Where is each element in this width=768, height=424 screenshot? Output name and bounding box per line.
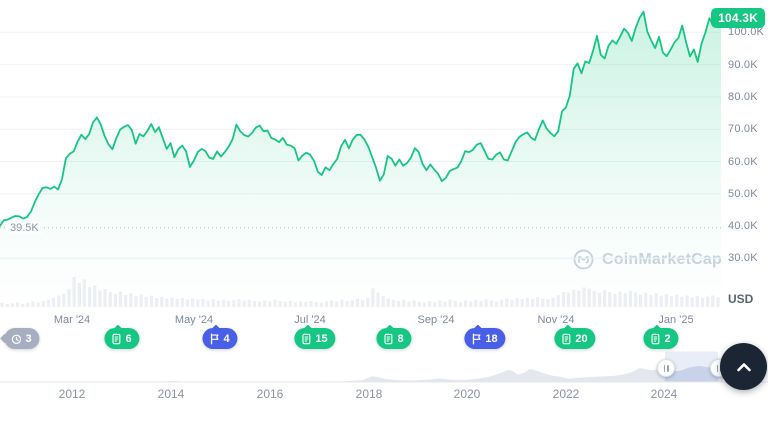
y-axis-label: 80.0K xyxy=(728,90,758,103)
flag-icon xyxy=(472,333,481,344)
timeline-brush-canvas[interactable] xyxy=(0,350,768,384)
annotation-markers-row: 3 6 4 15 8 18 20 2 xyxy=(0,324,768,350)
news-annotation-badge[interactable]: 20 xyxy=(554,324,596,349)
annotation-count: 20 xyxy=(575,332,588,345)
annotation-count: 3 xyxy=(25,332,32,345)
news-annotation-badge[interactable]: 6 xyxy=(104,324,140,349)
flag-annotation-badge[interactable]: 18 xyxy=(464,324,506,349)
currency-label: USD xyxy=(728,292,754,306)
flag-icon xyxy=(210,333,219,344)
last-price-badge: 104.3K xyxy=(711,8,765,28)
news-annotation-badge[interactable]: 8 xyxy=(376,324,412,349)
news-icon xyxy=(384,333,393,344)
timeline-navigator[interactable] xyxy=(0,350,768,384)
annotation-count: 2 xyxy=(664,332,671,345)
timeline-year-axis: 2012 2014 2016 2018 2020 2022 2024 xyxy=(0,387,768,403)
timeline-year-label: 2018 xyxy=(355,387,383,401)
x-axis-label: Sep '24 xyxy=(417,314,455,326)
y-axis-label: 70.0K xyxy=(728,123,758,136)
x-axis-label: Jul '24 xyxy=(294,314,326,326)
annotation-count: 18 xyxy=(485,332,498,345)
date-x-axis: Mar '24 May '24 Jul '24 Sep '24 Nov '24 Jan '… xyxy=(0,314,768,328)
news-icon xyxy=(651,333,660,344)
price-chart-canvas[interactable] xyxy=(0,0,721,310)
timeline-year-label: 2012 xyxy=(58,387,86,401)
y-axis-label: 30.0K xyxy=(728,252,758,265)
y-axis-label: 90.0K xyxy=(728,58,758,71)
news-icon xyxy=(302,333,311,344)
timeline-year-label: 2020 xyxy=(453,387,481,401)
news-annotation-badge[interactable]: 15 xyxy=(294,324,336,349)
news-icon xyxy=(112,333,121,344)
start-price-label: 39.5K xyxy=(7,222,42,234)
timeline-year-label: 2014 xyxy=(157,387,185,401)
annotation-count: 6 xyxy=(125,332,132,345)
history-icon xyxy=(11,334,22,344)
timeline-year-label: 2024 xyxy=(650,387,678,401)
timeline-year-label: 2016 xyxy=(256,387,284,401)
scroll-to-top-button[interactable] xyxy=(720,343,767,390)
x-axis-label: Jan '25 xyxy=(658,314,694,326)
x-axis-label: Nov '24 xyxy=(537,314,575,326)
x-axis-label: Mar '24 xyxy=(53,314,91,326)
history-annotation-badge[interactable]: 3 xyxy=(0,328,40,349)
flag-annotation-badge[interactable]: 4 xyxy=(202,324,238,349)
y-axis-label: 50.0K xyxy=(728,187,758,200)
annotation-count: 15 xyxy=(315,332,328,345)
timeline-year-label: 2022 xyxy=(552,387,580,401)
timeline-handle-left[interactable] xyxy=(657,359,675,377)
y-axis-label: 100.0K xyxy=(728,26,765,39)
news-icon xyxy=(562,333,571,344)
chevron-up-icon xyxy=(736,362,751,371)
annotation-count: 4 xyxy=(223,332,230,345)
badge-tail xyxy=(0,333,10,344)
y-axis-label: 40.0K xyxy=(728,220,758,232)
news-annotation-badge[interactable]: 2 xyxy=(643,324,679,349)
annotation-count: 8 xyxy=(397,332,404,345)
y-axis-label: 60.0K xyxy=(728,155,758,168)
x-axis-label: May '24 xyxy=(174,314,214,326)
